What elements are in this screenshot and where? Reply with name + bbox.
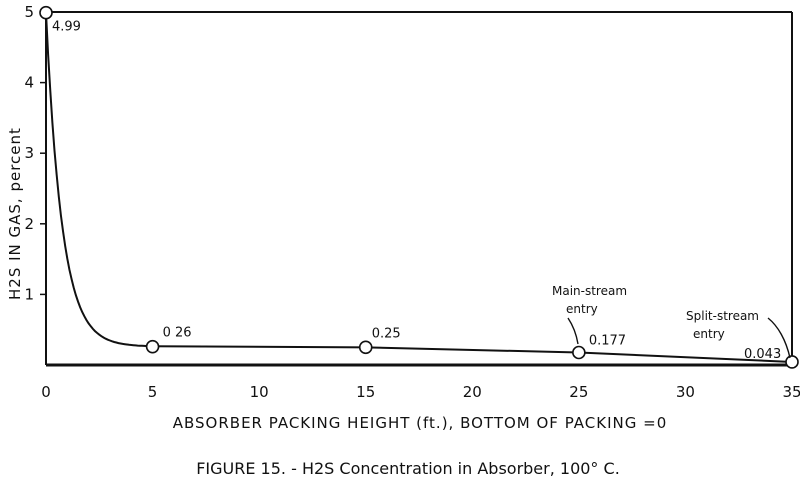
y-tick-label: 5 — [24, 3, 34, 21]
figure-caption: FIGURE 15. - H2S Concentration in Absorb… — [196, 459, 620, 478]
data-label: 0 26 — [163, 326, 192, 341]
data-point — [785, 355, 799, 369]
data-label: 4.99 — [52, 20, 81, 35]
x-tick-label: 5 — [148, 383, 158, 401]
data-label: 0.25 — [372, 326, 401, 341]
data-point — [572, 345, 586, 360]
data-label: 0.177 — [589, 334, 626, 349]
main-stream-label-line1: Main-stream — [552, 284, 627, 298]
y-ticks: 1 2 3 4 5 — [24, 3, 46, 303]
x-tick-label: 15 — [356, 383, 375, 401]
x-tick-label: 35 — [782, 383, 800, 401]
data-label: 0.043 — [744, 347, 781, 362]
split-stream-label-line1: Split-stream — [686, 309, 759, 323]
x-tick-label: 10 — [250, 383, 269, 401]
data-point — [358, 340, 373, 355]
h2s-curve — [45, 12, 793, 363]
x-tick-label: 20 — [463, 383, 482, 401]
data-labels: 4.99 0 26 0.25 0.177 0.043 — [52, 20, 781, 362]
x-tick-label: 30 — [676, 383, 695, 401]
split-stream-arrow — [767, 317, 791, 359]
data-points — [39, 5, 799, 369]
main-stream-arrow — [567, 317, 579, 345]
data-point — [39, 5, 53, 20]
x-ticks: 0 5 10 15 20 25 30 35 — [41, 383, 800, 401]
y-axis-label: H2S IN GAS, percent — [6, 127, 24, 300]
split-stream-label-line2: entry — [693, 327, 725, 341]
x-axis-label: ABSORBER PACKING HEIGHT (ft.), BOTTOM OF… — [173, 414, 668, 432]
y-tick-label: 1 — [24, 285, 34, 303]
y-tick-label: 3 — [24, 144, 34, 162]
y-tick-label: 4 — [24, 74, 34, 92]
x-tick-label: 25 — [569, 383, 588, 401]
main-stream-label-line2: entry — [566, 302, 598, 316]
y-tick-label: 2 — [24, 215, 34, 233]
x-tick-label: 0 — [41, 383, 51, 401]
data-point — [145, 339, 160, 354]
